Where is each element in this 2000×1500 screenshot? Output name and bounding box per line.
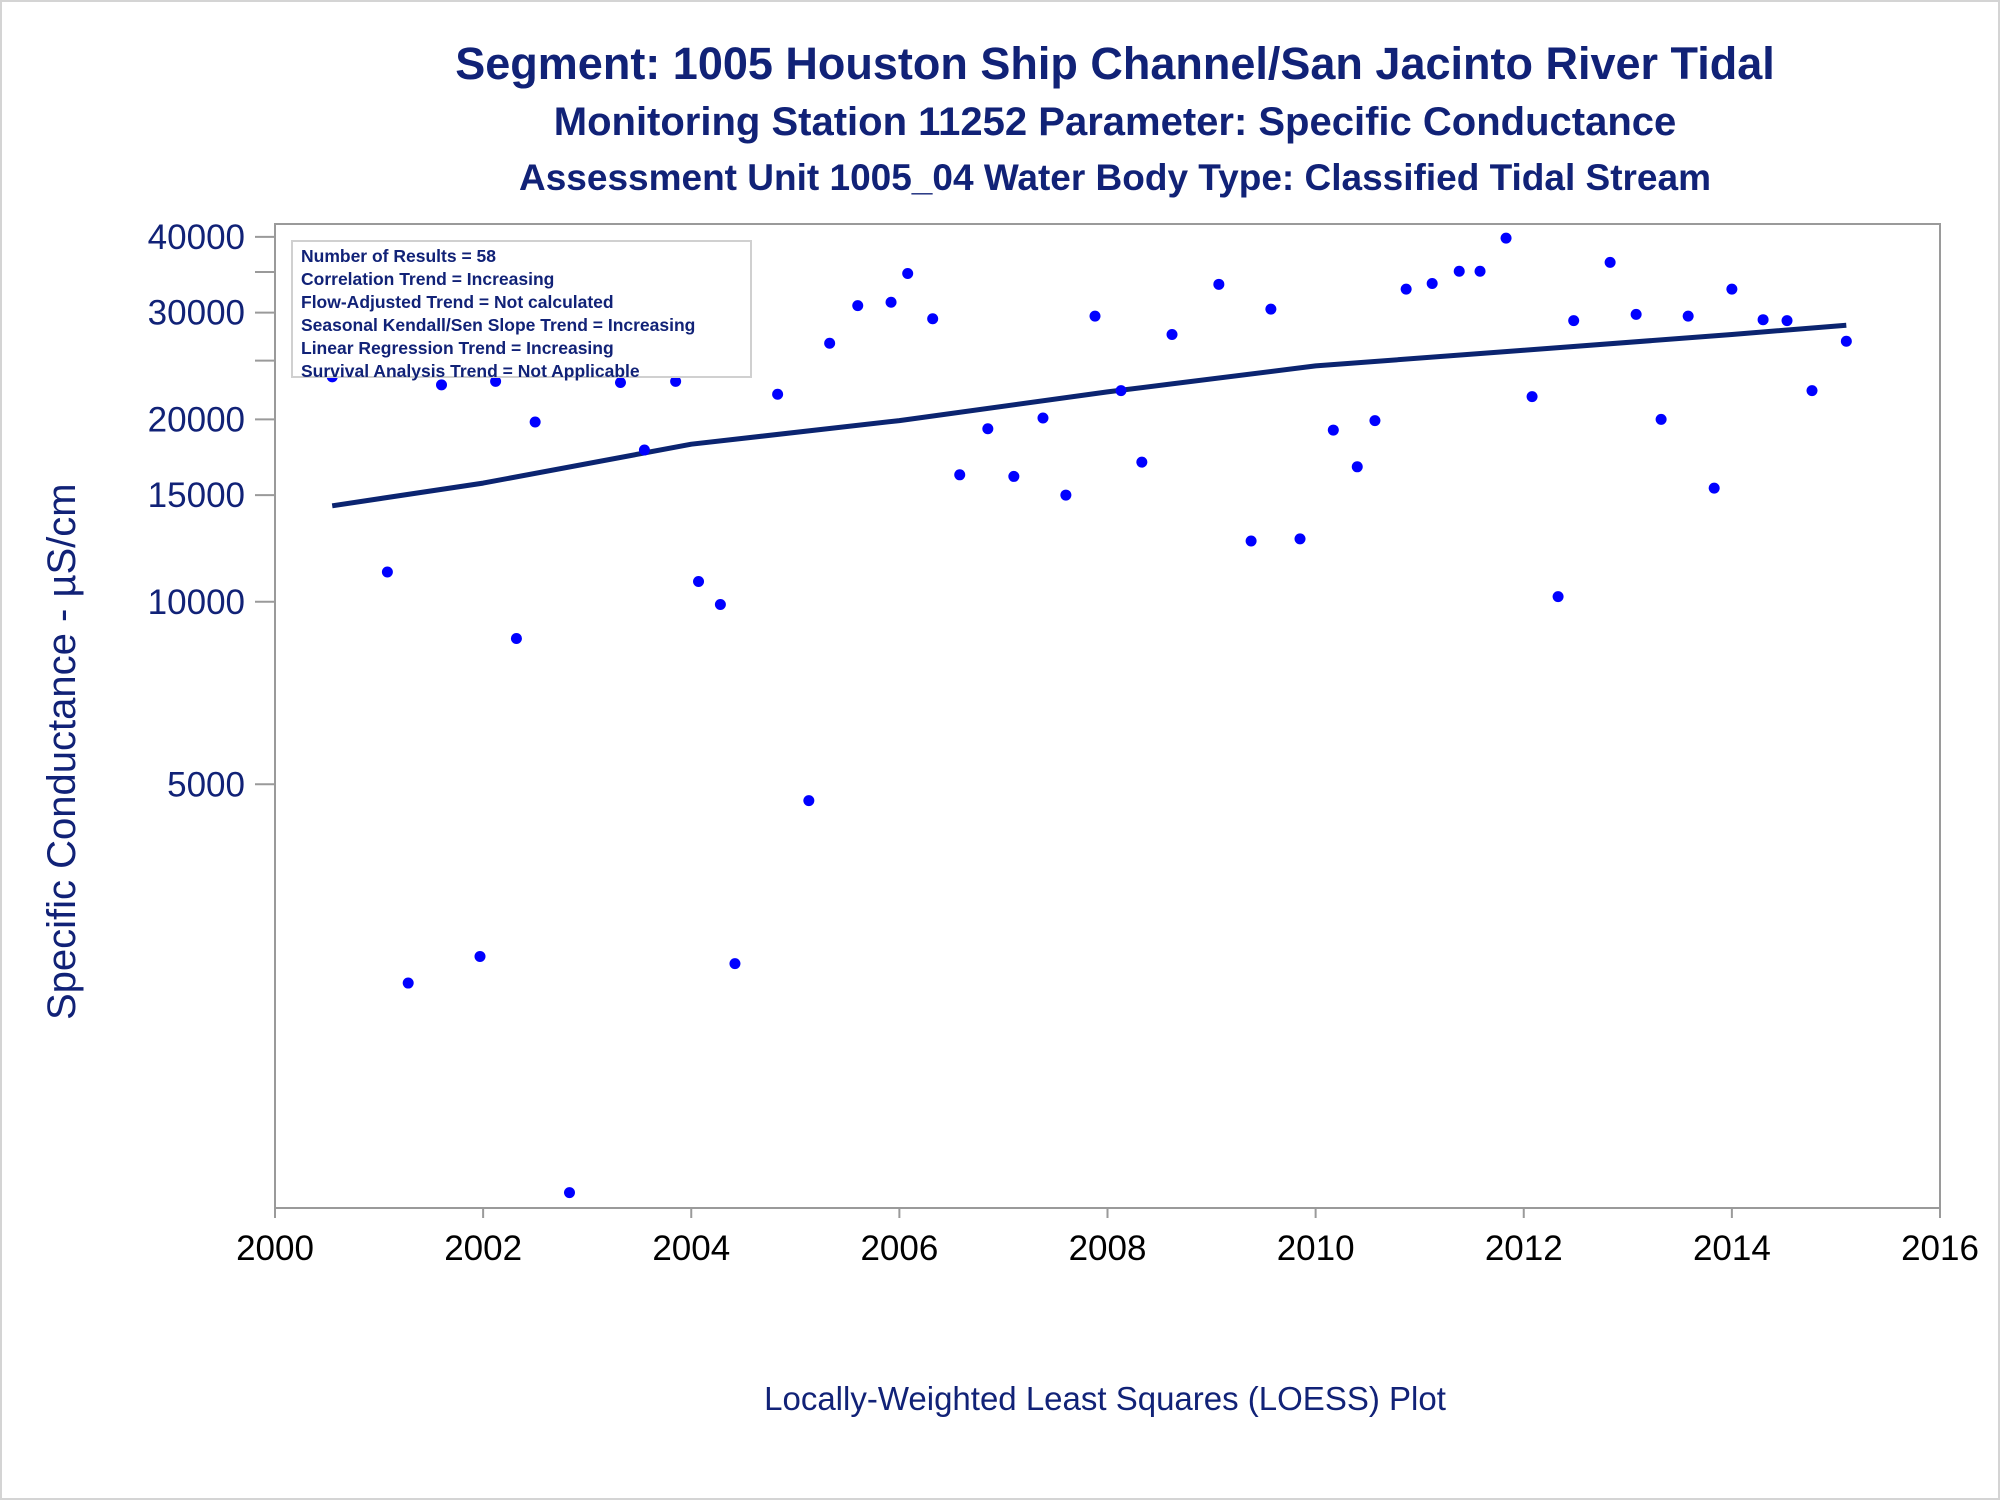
data-point (1655, 413, 1667, 425)
data-point (402, 977, 414, 989)
data-point (490, 375, 502, 387)
data-point (885, 296, 897, 308)
data-point (1500, 232, 1512, 244)
data-point (529, 416, 541, 428)
data-point (510, 632, 522, 644)
data-point (982, 423, 994, 435)
data-point (803, 795, 815, 807)
data-point (772, 388, 784, 400)
data-point (1781, 315, 1793, 327)
data-point (1840, 335, 1852, 347)
data-point (638, 444, 650, 456)
x-tick-label: 2012 (1485, 1229, 1563, 1268)
data-point (1604, 256, 1616, 268)
data-point (1166, 329, 1178, 341)
data-point (1400, 283, 1412, 295)
chart-title: Segment: 1005 Houston Ship Channel/San J… (455, 38, 1775, 89)
stat-line: Flow-Adjusted Trend = Not calculated (301, 292, 614, 312)
y-tick-label: 5000 (167, 765, 245, 804)
data-point (381, 566, 393, 578)
stats-legend-box: Number of Results = 58 Correlation Trend… (291, 240, 752, 381)
data-point (474, 950, 486, 962)
data-point (1327, 424, 1339, 436)
data-point (1682, 310, 1694, 322)
data-point (1757, 314, 1769, 326)
data-point (1568, 315, 1580, 327)
plot-method-note: Locally-Weighted Least Squares (LOESS) P… (764, 1380, 1446, 1417)
stat-line: Seasonal Kendall/Sen Slope Trend = Incre… (301, 315, 696, 335)
data-point (954, 469, 966, 481)
data-point (824, 337, 836, 349)
y-axis-label: Specific Conductance - µS/cm (40, 483, 84, 1020)
y-tick-label: 20000 (148, 400, 245, 439)
x-tick-label: 2008 (1069, 1229, 1147, 1268)
x-tick-label: 2014 (1693, 1229, 1771, 1268)
data-point (1265, 303, 1277, 315)
data-point (1294, 533, 1306, 545)
data-point (563, 1187, 575, 1199)
stat-line: Survival Analysis Trend = Not Applicable (301, 361, 640, 381)
data-point (1115, 385, 1127, 397)
data-point (1245, 535, 1257, 547)
x-tick-label: 2010 (1277, 1229, 1355, 1268)
y-tick-label: 15000 (148, 476, 245, 515)
data-point (1708, 482, 1720, 494)
data-point (1008, 470, 1020, 482)
data-point (1474, 265, 1486, 277)
data-point (1136, 456, 1148, 468)
loess-trend-line (331, 322, 1847, 509)
y-tick-label: 30000 (148, 294, 245, 333)
data-point (1426, 278, 1438, 290)
data-point (614, 377, 626, 389)
data-point (670, 375, 682, 387)
data-point (852, 300, 864, 312)
chart-subtitle-station: Monitoring Station 11252 Parameter: Spec… (553, 100, 1677, 144)
data-point (927, 313, 939, 325)
data-point (1806, 385, 1818, 397)
y-tick-label: 10000 (148, 583, 245, 622)
data-point (1060, 489, 1072, 501)
chart-subtitle-assessment: Assessment Unit 1005_04 Water Body Type:… (519, 157, 1711, 198)
data-point (1726, 283, 1738, 295)
data-point (1351, 461, 1363, 473)
data-point (693, 576, 705, 588)
data-point (1526, 391, 1538, 403)
data-point (1369, 415, 1381, 427)
x-tick-label: 2006 (860, 1229, 938, 1268)
data-point (1213, 278, 1225, 290)
data-point (1552, 591, 1564, 603)
data-point (1630, 308, 1642, 320)
data-point (436, 379, 447, 391)
data-point (714, 598, 726, 610)
x-tick-label: 2000 (236, 1229, 314, 1268)
data-point (902, 268, 914, 280)
stat-line: Number of Results = 58 (301, 246, 496, 266)
x-tick-label: 2016 (1901, 1229, 1979, 1268)
data-point (1453, 265, 1465, 277)
x-tick-label: 2004 (652, 1229, 730, 1268)
y-tick-label: 40000 (148, 218, 245, 257)
x-tick-label: 2002 (444, 1229, 522, 1268)
stat-line: Linear Regression Trend = Increasing (301, 338, 614, 358)
data-point (1089, 310, 1101, 322)
data-point (729, 958, 741, 970)
data-point (1037, 412, 1049, 424)
stat-line: Correlation Trend = Increasing (301, 269, 555, 289)
